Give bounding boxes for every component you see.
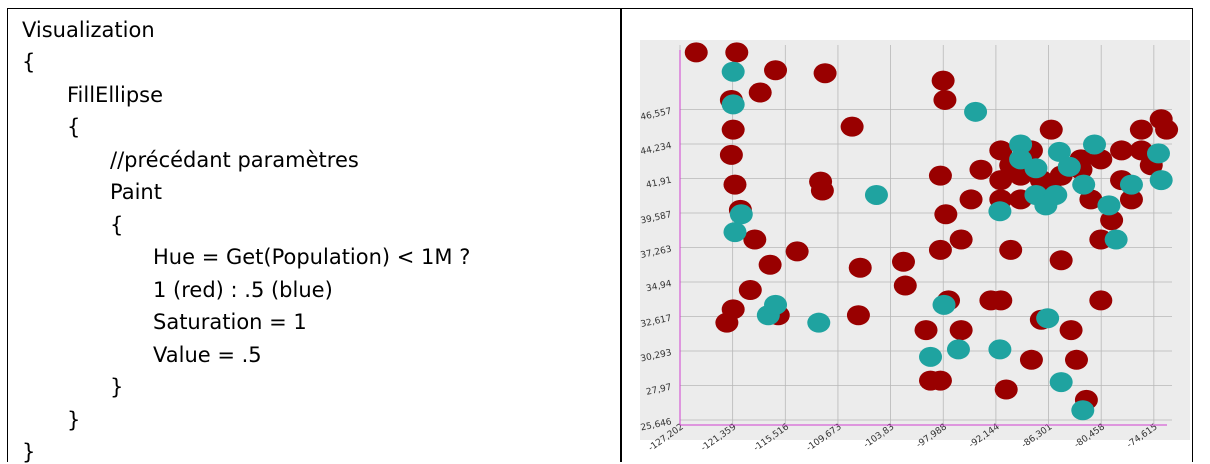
point (1119, 189, 1143, 210)
point (969, 159, 993, 180)
point (1057, 156, 1081, 177)
point (1146, 143, 1170, 164)
point (928, 370, 952, 391)
point (964, 101, 988, 122)
point (721, 94, 745, 115)
cell-divider (620, 8, 622, 462)
point (1019, 349, 1043, 370)
point (848, 257, 872, 278)
point (684, 42, 708, 63)
point (1129, 140, 1153, 161)
point (1039, 119, 1063, 140)
point (1047, 141, 1071, 162)
point (932, 294, 956, 315)
point (785, 241, 809, 262)
point (721, 61, 745, 82)
point (864, 184, 888, 205)
point (758, 254, 782, 275)
point (1049, 250, 1073, 271)
point (729, 204, 753, 225)
point (1110, 140, 1134, 161)
point (721, 119, 745, 140)
point (988, 201, 1012, 222)
point (721, 299, 745, 320)
code-line: { (67, 115, 81, 139)
code-line: { (110, 213, 124, 237)
point (914, 320, 938, 341)
code-line: Visualization (22, 18, 155, 42)
point (840, 116, 864, 137)
point (723, 174, 747, 195)
point (846, 305, 870, 326)
point (1024, 158, 1048, 179)
point (1089, 290, 1113, 311)
point (810, 180, 834, 201)
point (949, 320, 973, 341)
code-line: Hue = Get(Population) < 1M ? (153, 245, 471, 269)
point (1036, 308, 1060, 329)
point (946, 339, 970, 360)
point (959, 189, 983, 210)
point (999, 239, 1023, 260)
point (928, 239, 952, 260)
point (1083, 134, 1107, 155)
point (1104, 229, 1128, 250)
point (1071, 400, 1095, 421)
point (931, 70, 955, 91)
point (807, 312, 831, 333)
code-line: Value = .5 (153, 343, 262, 367)
code-line: } (22, 440, 36, 464)
point (1044, 184, 1068, 205)
point (723, 222, 747, 243)
point (1100, 210, 1124, 231)
point (1149, 170, 1173, 191)
point (764, 60, 788, 81)
point (1059, 320, 1083, 341)
point (1097, 195, 1121, 216)
point (1049, 372, 1073, 393)
point (933, 89, 957, 110)
code-line: Paint (110, 180, 162, 204)
point (934, 204, 958, 225)
point (989, 290, 1013, 311)
point (738, 280, 762, 301)
table-border (7, 8, 1193, 462)
point (1119, 174, 1143, 195)
code-line: } (67, 408, 81, 432)
point (719, 144, 743, 165)
point (748, 82, 772, 103)
point (1155, 119, 1179, 140)
point (1064, 349, 1088, 370)
point (893, 275, 917, 296)
code-line: //précédant paramètres (110, 148, 359, 172)
point (1009, 134, 1033, 155)
code-line: { (22, 50, 36, 74)
point (919, 346, 943, 367)
code-line: 1 (red) : .5 (blue) (153, 278, 333, 302)
point (928, 165, 952, 186)
point (743, 229, 767, 250)
point (813, 63, 837, 84)
point (989, 170, 1013, 191)
code-line: Saturation = 1 (153, 310, 307, 334)
code-line: FillEllipse (67, 83, 164, 107)
point (1129, 119, 1153, 140)
point (988, 339, 1012, 360)
point (994, 379, 1018, 400)
point (949, 229, 973, 250)
point (764, 294, 788, 315)
code-line: } (110, 375, 124, 399)
point (891, 251, 915, 272)
point (989, 140, 1013, 161)
point (725, 42, 749, 63)
point (1072, 174, 1096, 195)
